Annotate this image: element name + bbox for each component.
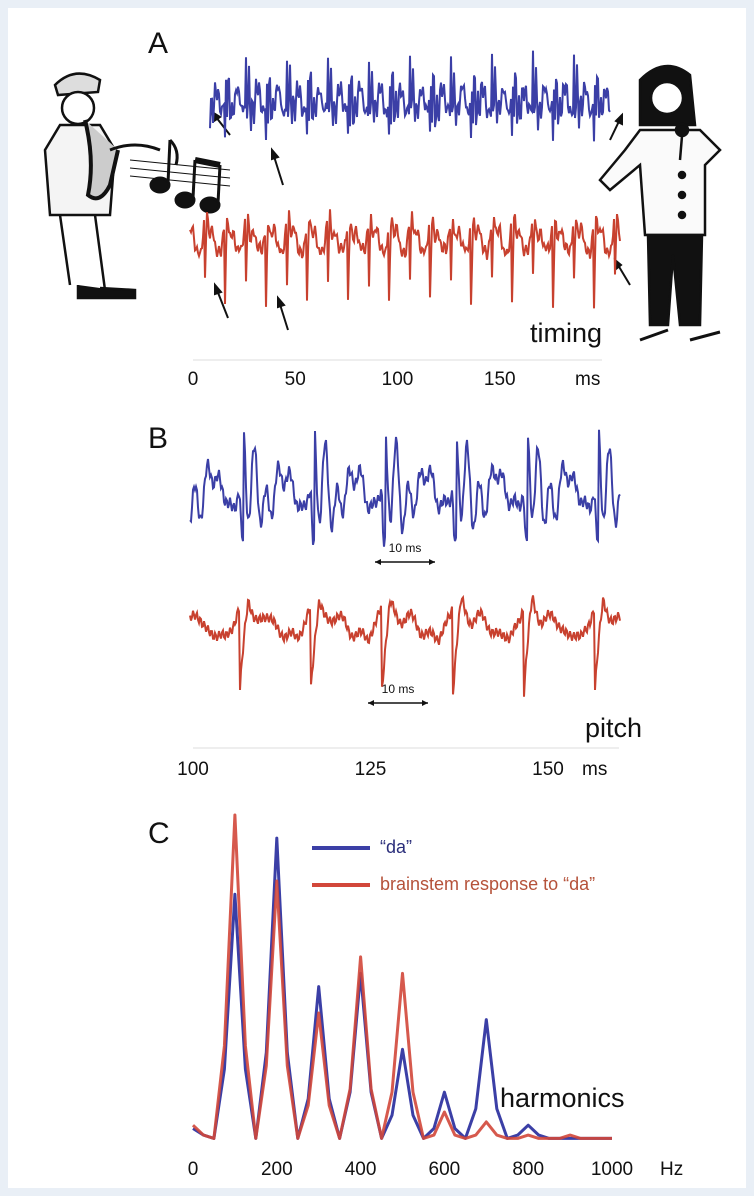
interval-label: 10 ms [382,682,415,696]
x-tick-label: 100 [177,759,209,780]
music-notes [129,138,231,214]
x-tick-label: 150 [484,369,516,390]
annotation: pitch [585,713,642,743]
figure-background [8,8,746,1188]
interval-label: 10 ms [389,541,422,555]
arrow-head [375,559,435,565]
arrow-head [368,700,428,706]
spectrum-line [191,813,612,1140]
x-tick-label: 400 [345,1159,377,1180]
x-tick-label: 100 [382,369,414,390]
annotation: timing [530,318,602,348]
saxophonist-illustration [43,72,161,300]
x-unit: ms [582,759,607,780]
x-tick-label: 125 [355,759,387,780]
x-tick-label: 0 [188,369,199,390]
waveform [189,209,621,309]
x-tick-label: 800 [512,1159,544,1180]
annotation: harmonics [500,1083,625,1113]
panel-label: A [148,27,168,60]
x-unit: ms [575,369,600,390]
legend-label: “da” [380,837,412,857]
x-unit: Hz [660,1159,683,1180]
panel-label: B [148,422,168,455]
x-tick-label: 200 [261,1159,293,1180]
waveform [209,50,611,142]
waveform [189,594,621,697]
x-tick-label: 150 [532,759,564,780]
x-tick-label: 0 [188,1159,199,1180]
x-tick-label: 50 [285,369,306,390]
waveform [189,429,621,547]
singer-illustration [598,65,722,342]
x-tick-label: 600 [429,1159,461,1180]
x-tick-label: 1000 [591,1159,633,1180]
panel-label: C [148,817,170,850]
legend-label: brainstem response to “da” [380,874,595,894]
